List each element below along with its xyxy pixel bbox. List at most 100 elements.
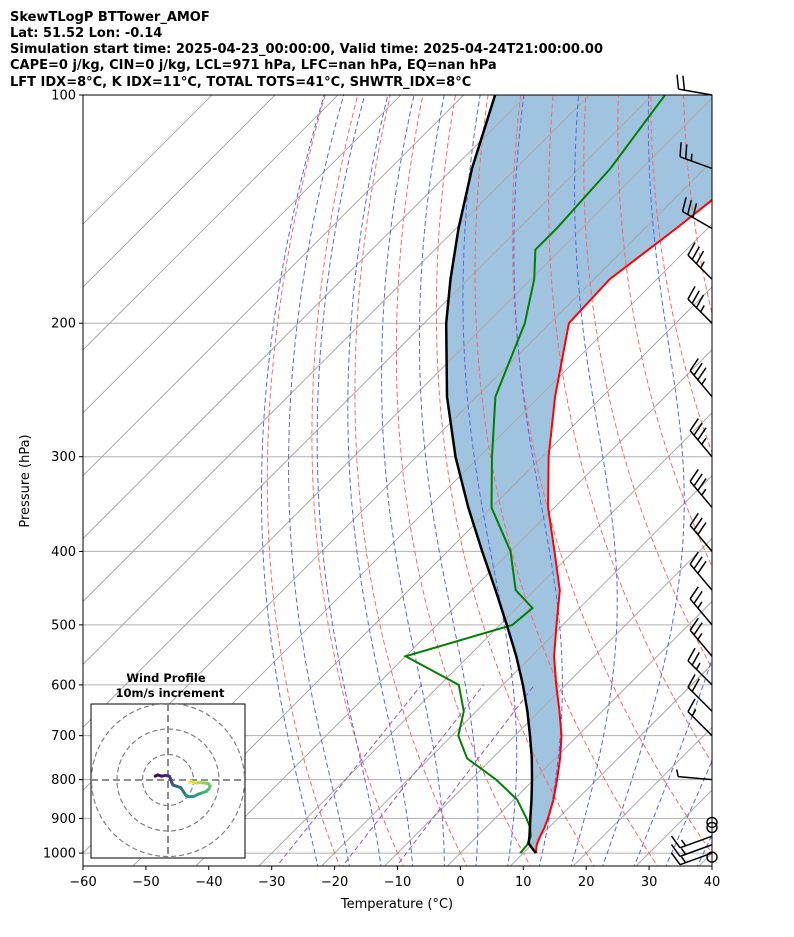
header-line-1: SkewTLogP BTTower_AMOF [10, 10, 210, 25]
moist-adiabat-10 [462, 95, 518, 866]
wind-barb [687, 674, 713, 712]
barb-flag [687, 286, 696, 300]
barb-flag [670, 852, 681, 866]
barb-flag [693, 590, 703, 604]
wind-barb [689, 617, 713, 657]
barb-flag [680, 847, 687, 855]
moist-adiabat-35 [665, 759, 712, 866]
barb-flag [693, 473, 703, 487]
wind-barb [689, 512, 713, 552]
isotherm--130 [83, 95, 402, 414]
y-axis-ticks: 1000 900 800 700 600 500 400 300 200 100 [43, 89, 83, 862]
barb-flag [689, 358, 699, 372]
temperature-line [534, 198, 712, 854]
wind-barb [670, 844, 713, 858]
x-axis-label: Temperature (°C) [340, 897, 453, 912]
wind-barb [689, 418, 713, 458]
isotherm--50 [132, 286, 712, 866]
x-tick-label: −10 [384, 875, 411, 890]
barb-flag [693, 362, 703, 376]
hodograph-inset: Wind Profile 10m/s increment [90, 671, 246, 859]
barb-flag [684, 144, 688, 159]
barb-flag [692, 203, 698, 218]
barb-flag [700, 261, 705, 269]
header-line-2: Lat: 51.52 Lon: -0.14 [10, 26, 162, 41]
dry-adiabats [266, 78, 794, 869]
moist-adiabat-0 [381, 95, 445, 866]
barb-flag [691, 290, 700, 304]
barb-flag [679, 142, 682, 157]
x-tick-label: −30 [258, 875, 285, 890]
barb-flag [697, 478, 707, 492]
barb-flag [689, 418, 699, 432]
moist-adiabat-30 [633, 657, 712, 866]
barb-flag [693, 556, 703, 570]
isotherm--160 [83, 95, 213, 225]
x-tick-label: 30 [641, 875, 658, 890]
dry-adiabat-20 [435, 95, 595, 866]
y-tick-label: 100 [51, 89, 76, 104]
barb-flag [689, 468, 699, 482]
wind-barb [689, 468, 713, 508]
x-tick-label: −50 [132, 875, 159, 890]
moist-adiabat-20 [570, 95, 618, 866]
x-tick-label: 10 [515, 875, 532, 890]
dry-adiabat-30 [474, 95, 659, 866]
mixing-ratio-2 [396, 684, 535, 866]
cape-shading [446, 95, 712, 854]
moist-adiabat-15 [513, 95, 563, 866]
barb-staff [687, 686, 713, 712]
barb-flag [697, 427, 707, 441]
barb-flag [701, 377, 707, 385]
barb-flag [697, 632, 703, 640]
dry-adiabat-110 [747, 78, 794, 869]
dry-adiabat-100 [715, 78, 794, 869]
barb-flag [687, 647, 696, 662]
barb-flag [693, 422, 703, 436]
x-tick-label: 20 [578, 875, 595, 890]
barb-flag [687, 674, 696, 688]
barb-staff [687, 711, 713, 737]
y-tick-label: 1000 [43, 847, 76, 862]
calm-marker [706, 851, 718, 863]
isotherm--110 [83, 95, 528, 540]
dry-adiabat-120 [780, 78, 794, 869]
profile-series [402, 95, 712, 854]
barb-flag [691, 678, 700, 692]
barb-staff [678, 775, 713, 781]
y-axis-label: Pressure (hPa) [18, 434, 33, 527]
isotherm--80 [83, 97, 712, 728]
barb-flag [697, 367, 707, 381]
header-line-3: Simulation start time: 2025-04-23_00:00:… [10, 42, 603, 57]
dry-adiabat-80 [650, 95, 712, 455]
wind-barb [689, 586, 713, 626]
x-tick-label: 40 [704, 875, 721, 890]
barb-flag [697, 601, 703, 609]
isotherm-0 [446, 600, 712, 866]
moist-adiabat-25 [602, 95, 685, 866]
dewpoint-line [402, 95, 666, 854]
isotherm--30 [258, 412, 712, 866]
y-tick-label: 600 [51, 678, 76, 693]
wind-barb [670, 852, 713, 866]
dry-adiabat-60 [583, 95, 712, 670]
dry-adiabat--20 [266, 95, 341, 866]
dry-adiabat-10 [395, 95, 532, 866]
wind-barb [689, 551, 713, 591]
x-axis-ticks: −60 −50 −40 −30 −20 −10 0 10 20 30 40 [69, 866, 720, 890]
wind-barb [676, 769, 713, 781]
barb-flag [690, 153, 693, 161]
wind-barbs [670, 74, 718, 866]
barb-flag [700, 305, 705, 313]
barb-flag [680, 839, 687, 847]
barb-flag [689, 586, 699, 600]
barb-flag [691, 709, 697, 717]
barb-flag [695, 250, 705, 265]
wind-barb [687, 647, 713, 686]
y-tick-label: 900 [51, 812, 76, 827]
barb-flag [687, 200, 693, 215]
barb-flag [691, 246, 700, 260]
barb-flag [693, 517, 703, 531]
dry-adiabat-50 [548, 95, 712, 764]
barb-flag [689, 551, 699, 565]
